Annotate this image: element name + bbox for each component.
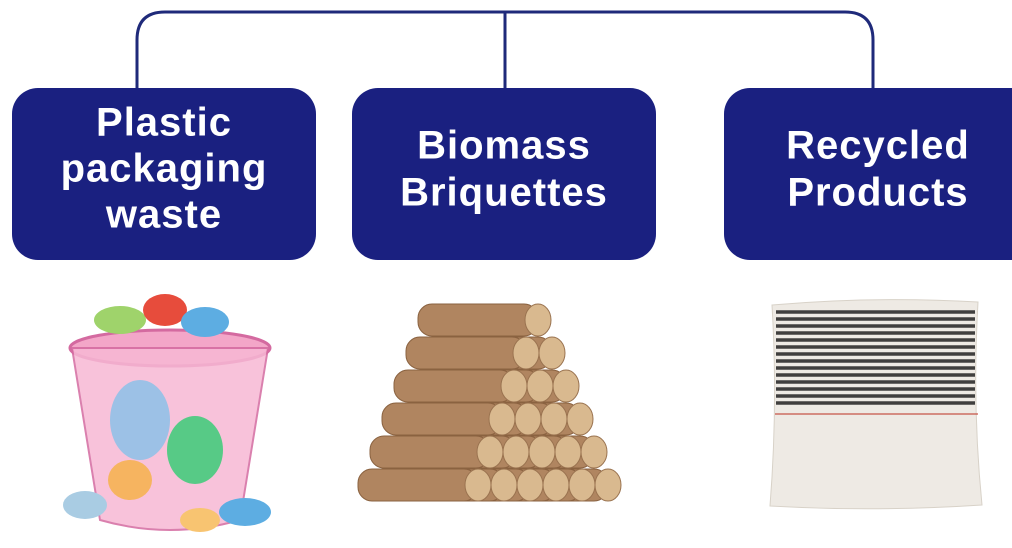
diagram: Plastic packaging waste Biomass Briquett…	[0, 0, 1012, 548]
briquette-end	[595, 469, 621, 501]
briquette-body	[382, 403, 502, 435]
briquette-body	[358, 469, 478, 501]
node-label: Recycled	[786, 124, 970, 168]
node-label: Biomass	[417, 124, 591, 168]
node-label: Products	[787, 171, 968, 215]
node-label: Briquettes	[400, 171, 608, 215]
briquette-end	[465, 469, 491, 501]
node-label: packaging	[61, 147, 268, 191]
briquette-body	[406, 337, 526, 369]
briquette-end	[529, 436, 555, 468]
briquette-body	[394, 370, 514, 402]
briquette-end	[491, 469, 517, 501]
briquette-end	[501, 370, 527, 402]
briquette-end	[539, 337, 565, 369]
briquette-end	[567, 403, 593, 435]
briquette-end	[553, 370, 579, 402]
briquette-body	[418, 304, 538, 336]
node-label: waste	[105, 193, 222, 237]
node-label: Plastic	[96, 101, 232, 145]
briquette-end	[581, 436, 607, 468]
briquette-end	[527, 370, 553, 402]
briquette-end	[543, 469, 569, 501]
briquette-end	[503, 436, 529, 468]
briquette-end	[569, 469, 595, 501]
briquette-end	[489, 403, 515, 435]
briquette-end	[513, 337, 539, 369]
pillow-image	[770, 300, 982, 509]
briquette-end	[477, 436, 503, 468]
briquette-end	[517, 469, 543, 501]
briquette-body	[370, 436, 490, 468]
plastic-bin-image	[63, 294, 271, 532]
briquette-end	[525, 304, 551, 336]
briquette-end	[541, 403, 567, 435]
briquettes-image	[358, 304, 621, 501]
briquette-end	[555, 436, 581, 468]
briquette-end	[515, 403, 541, 435]
